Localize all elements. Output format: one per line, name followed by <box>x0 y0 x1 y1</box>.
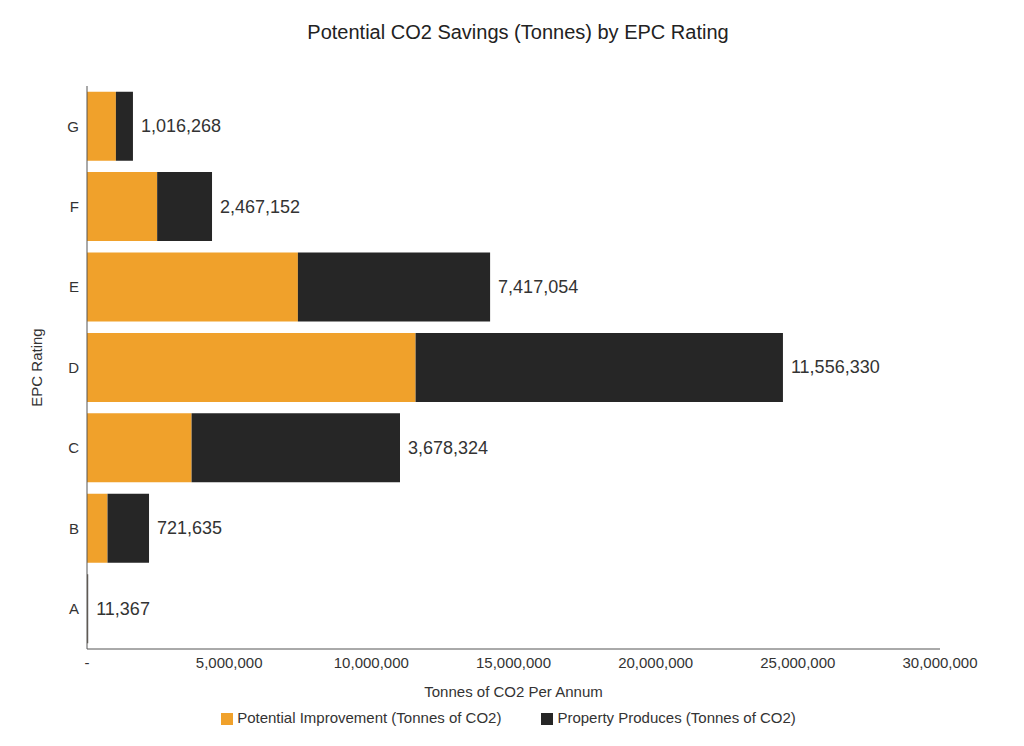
svg-text:C: C <box>68 439 79 456</box>
svg-text:3,678,324: 3,678,324 <box>408 438 488 458</box>
svg-text:11,556,330: 11,556,330 <box>791 357 880 377</box>
svg-text:2,467,152: 2,467,152 <box>220 197 300 217</box>
svg-text:B: B <box>69 520 79 537</box>
svg-text:D: D <box>68 359 79 376</box>
svg-text:F: F <box>70 198 79 215</box>
svg-text:E: E <box>69 278 79 295</box>
html-text:Potential Improvement (Tonnes: Potential Improvement (Tonnes of CO2) <box>237 709 502 726</box>
svg-text:A: A <box>69 600 79 617</box>
svg-text:-: - <box>85 654 90 671</box>
svg-text:1,016,268: 1,016,268 <box>141 116 221 136</box>
svg-text:G: G <box>67 118 79 135</box>
svg-text:Tonnes of CO2 Per Annum: Tonnes of CO2 Per Annum <box>424 683 602 700</box>
svg-text:15,000,000: 15,000,000 <box>476 654 551 671</box>
svg-text:11,367: 11,367 <box>96 599 150 619</box>
svg-text:30,000,000: 30,000,000 <box>902 654 977 671</box>
svg-text:25,000,000: 25,000,000 <box>760 654 835 671</box>
html-text:Property Produces (Tonnes of C: Property Produces (Tonnes of CO2) <box>557 709 796 726</box>
svg-text:5,000,000: 5,000,000 <box>196 654 263 671</box>
svg-text:EPC Rating: EPC Rating <box>28 328 45 406</box>
svg-text:721,635: 721,635 <box>157 518 222 538</box>
svg-text:7,417,054: 7,417,054 <box>498 277 578 297</box>
html-text:Potential CO2 Savings (Tonnes): Potential CO2 Savings (Tonnes) by EPC Ra… <box>307 21 729 43</box>
svg-text:20,000,000: 20,000,000 <box>618 654 693 671</box>
svg-text:10,000,000: 10,000,000 <box>334 654 409 671</box>
